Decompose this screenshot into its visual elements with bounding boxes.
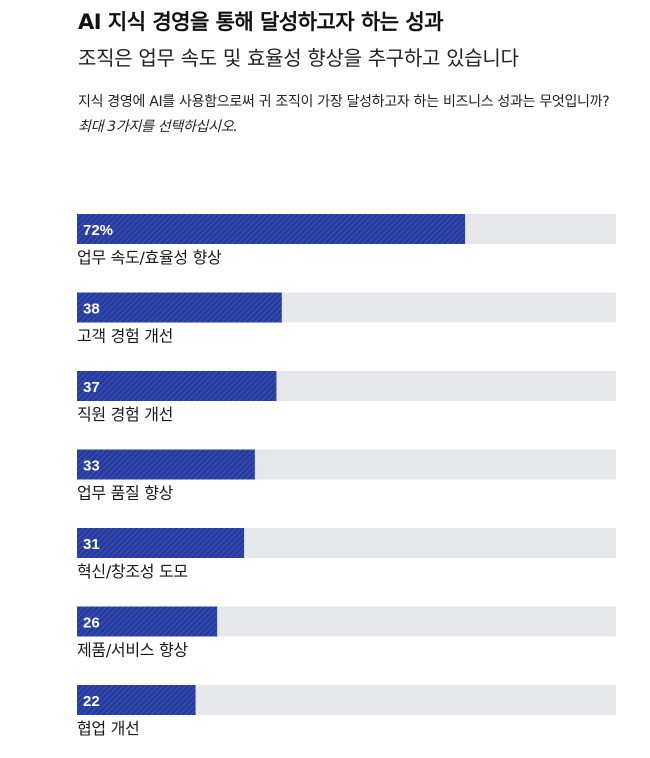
bar-category-label: 직원 경험 개선 [77, 405, 173, 424]
bar-category-label: 협업 개선 [77, 719, 139, 738]
bar-category-label: 고객 경험 개선 [77, 327, 173, 346]
bar-value-label: 26 [83, 615, 100, 632]
bar-category-label: 업무 속도/효율성 향상 [77, 248, 222, 267]
bar-value-label: 33 [83, 458, 100, 475]
bar-value-label: 37 [83, 379, 100, 396]
bar [77, 214, 466, 244]
bar [77, 449, 255, 480]
bar [77, 685, 196, 715]
bar-value-label: 72% [83, 222, 113, 239]
bar-category-label: 업무 품질 향상 [77, 484, 174, 503]
survey-question: 지식 경영에 AI를 사용함으로써 귀 조직이 가장 달성하고자 하는 비즈니스… [78, 90, 618, 140]
bar-value-label: 31 [83, 536, 100, 553]
chart-subtitle: 조직은 업무 속도 및 효율성 향상을 추구하고 있습니다 [78, 46, 519, 70]
bar-category-label: 혁신/창조성 도모 [77, 562, 188, 581]
bar [77, 292, 282, 323]
bar-category-label: 제품/서비스 향상 [77, 641, 188, 660]
question-text: 지식 경영에 AI를 사용함으로써 귀 조직이 가장 달성하고자 하는 비즈니스… [78, 94, 610, 110]
chart-title: AI 지식 경영을 통해 달성하고자 하는 성과 [78, 10, 444, 34]
bar [77, 371, 277, 401]
bar-value-label: 22 [83, 693, 100, 710]
bar [77, 528, 245, 558]
bars-group: 72% 업무 속도/효율성 향상 38 고객 경험 개선 37 직원 경험 개선 33 업무 … [77, 214, 616, 738]
bar [77, 606, 218, 637]
bar-value-label: 38 [83, 301, 100, 318]
question-instruction: 최대 3가지를 선택하십시오. [78, 119, 238, 135]
